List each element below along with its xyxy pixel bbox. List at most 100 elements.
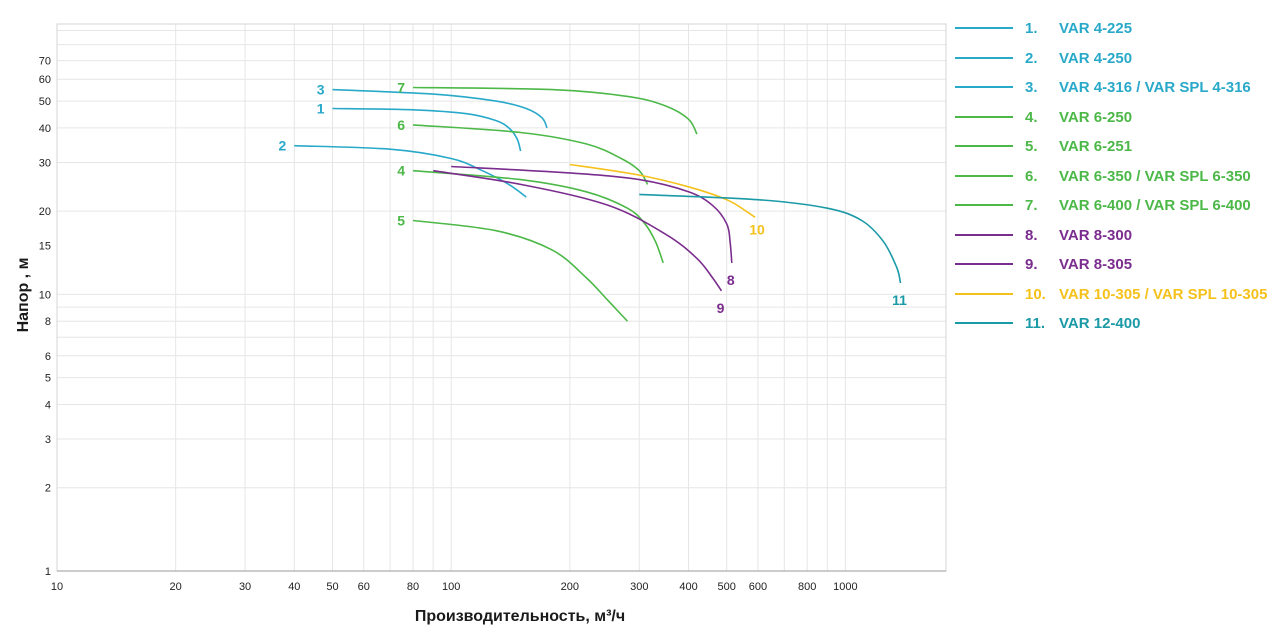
x-tick-label: 40 [288, 581, 300, 593]
legend-swatch [955, 174, 1013, 177]
x-tick-label: 80 [407, 581, 419, 593]
x-tick-label: 800 [798, 581, 816, 593]
legend-number: 4. [1025, 108, 1038, 126]
x-tick-label: 200 [561, 581, 579, 593]
legend-swatch [955, 56, 1013, 59]
y-tick-label: 30 [39, 157, 51, 169]
legend-swatch [955, 322, 1013, 324]
legend-label: VAR 10-305 / VAR SPL 10-305 [1059, 285, 1268, 303]
curve-label: 8 [727, 272, 735, 288]
curve-label: 2 [279, 138, 287, 154]
legend-item: 9. VAR 8-305 [955, 250, 1277, 280]
y-axis-title: Напор , м [15, 258, 32, 333]
x-axis-title: Производительность, м³/ч [415, 608, 625, 625]
curve-label: 1 [317, 101, 325, 117]
curve-label: 10 [749, 221, 765, 237]
legend-swatch [955, 27, 1013, 29]
legend-swatch [955, 145, 1013, 147]
curve-5 [412, 219, 629, 322]
legend-number: 7. [1025, 197, 1038, 214]
legend-label: VAR 12-400 [1059, 315, 1141, 332]
y-tick-label: 20 [39, 206, 51, 218]
legend-label: VAR 4-225 [1059, 20, 1133, 37]
y-tick-label: 6 [45, 351, 51, 363]
curve-1 [332, 107, 522, 152]
x-tick-label: 1000 [833, 581, 857, 593]
x-tick-label: 300 [630, 581, 648, 593]
x-tick-label: 50 [326, 581, 338, 593]
legend-number: 5. [1025, 138, 1038, 155]
curve-9 [433, 169, 723, 292]
legend-label: VAR 4-250 [1059, 49, 1133, 67]
x-tick-label: 10 [51, 581, 63, 593]
y-tick-labels: 1 2 3 4 5 6 8 10 15 20 30 40 50 60 70 [39, 56, 51, 578]
curve-label: 4 [397, 163, 405, 179]
legend-item: 8. VAR 8-300 [955, 221, 1277, 251]
legend-label: VAR 8-305 [1059, 256, 1133, 273]
x-tick-label: 60 [358, 581, 370, 593]
curve-6 [412, 124, 649, 185]
y-tick-label: 1 [45, 566, 51, 578]
legend-label: VAR 6-400 / VAR SPL 6-400 [1059, 197, 1251, 214]
plot-border [56, 23, 947, 572]
y-tick-label: 5 [45, 373, 51, 385]
x-tick-label: 20 [170, 581, 182, 593]
legend-item: 2. VAR 4-250 [955, 44, 1277, 74]
legend-swatch [955, 233, 1013, 236]
legend-label: VAR 6-250 [1059, 108, 1133, 126]
x-tick-labels: 10 20 30 40 50 60 80 100 200 300 400 500 600 800 1000 [51, 581, 858, 593]
legend-number: 8. [1025, 226, 1038, 244]
legend-number: 3. [1025, 79, 1038, 96]
y-tick-label: 2 [45, 483, 51, 495]
legend-item: 1. VAR 4-225 [955, 14, 1277, 44]
legend-number: 1. [1025, 20, 1038, 37]
x-tick-label: 30 [239, 581, 251, 593]
legend-swatch [955, 263, 1013, 265]
curve-2 [294, 144, 527, 198]
x-tick-label: 400 [679, 581, 697, 593]
legend-swatch [955, 115, 1013, 118]
y-tick-label: 40 [39, 123, 51, 135]
curve-label: 7 [397, 79, 405, 95]
curve-labels: 1 2 3 4 5 6 7 89 10 11 [279, 79, 908, 315]
grid-lines [56, 24, 946, 572]
legend-item: 10. VAR 10-305 / VAR SPL 10-305 [955, 280, 1277, 310]
legend-item: 7. VAR 6-400 / VAR SPL 6-400 [955, 191, 1277, 221]
legend-number: 2. [1025, 49, 1038, 67]
y-tick-label: 60 [39, 74, 51, 86]
y-tick-label: 4 [45, 399, 51, 411]
legend-label: VAR 6-251 [1059, 138, 1133, 155]
y-tick-label: 8 [45, 316, 51, 328]
legend-swatch [955, 204, 1013, 206]
legend-swatch [955, 86, 1013, 88]
curve-10 [569, 163, 756, 218]
y-tick-label: 15 [39, 241, 51, 253]
curve-label: 11 [892, 292, 907, 308]
curve-11 [639, 193, 902, 284]
legend-number: 9. [1025, 256, 1038, 273]
legend-label: VAR 8-300 [1059, 226, 1133, 244]
curve-label: 9 [717, 300, 725, 316]
plot-frame [56, 23, 947, 572]
y-tick-label: 70 [39, 56, 51, 68]
legend: 1. VAR 4-225 2. VAR 4-250 3. VAR 4-316 / VAR … [955, 14, 1277, 339]
legend-label: VAR 6-350 / VAR SPL 6-350 [1059, 167, 1251, 185]
legend-number: 11. [1025, 315, 1046, 332]
curve-4 [412, 169, 664, 264]
y-tick-label: 50 [39, 96, 51, 108]
x-tick-label: 100 [442, 581, 460, 593]
legend-swatch [955, 292, 1013, 295]
legend-item: 5. VAR 6-251 [955, 132, 1277, 162]
legend-item: 11. VAR 12-400 [955, 309, 1277, 339]
x-tick-label: 500 [718, 581, 736, 593]
curve-8 [451, 165, 733, 263]
legend-item: 3. VAR 4-316 / VAR SPL 4-316 [955, 73, 1277, 103]
curve-7 [412, 86, 698, 135]
x-tick-label: 600 [749, 581, 767, 593]
pump-curves [294, 86, 902, 322]
legend-number: 10. [1025, 285, 1046, 303]
curve-label: 3 [317, 82, 325, 98]
legend-number: 6. [1025, 167, 1038, 185]
curve-label: 6 [397, 117, 405, 133]
pump-curves-chart: 10 20 30 40 50 60 80 100 200 300 400 500 600 800 1000 … [15, 23, 947, 625]
